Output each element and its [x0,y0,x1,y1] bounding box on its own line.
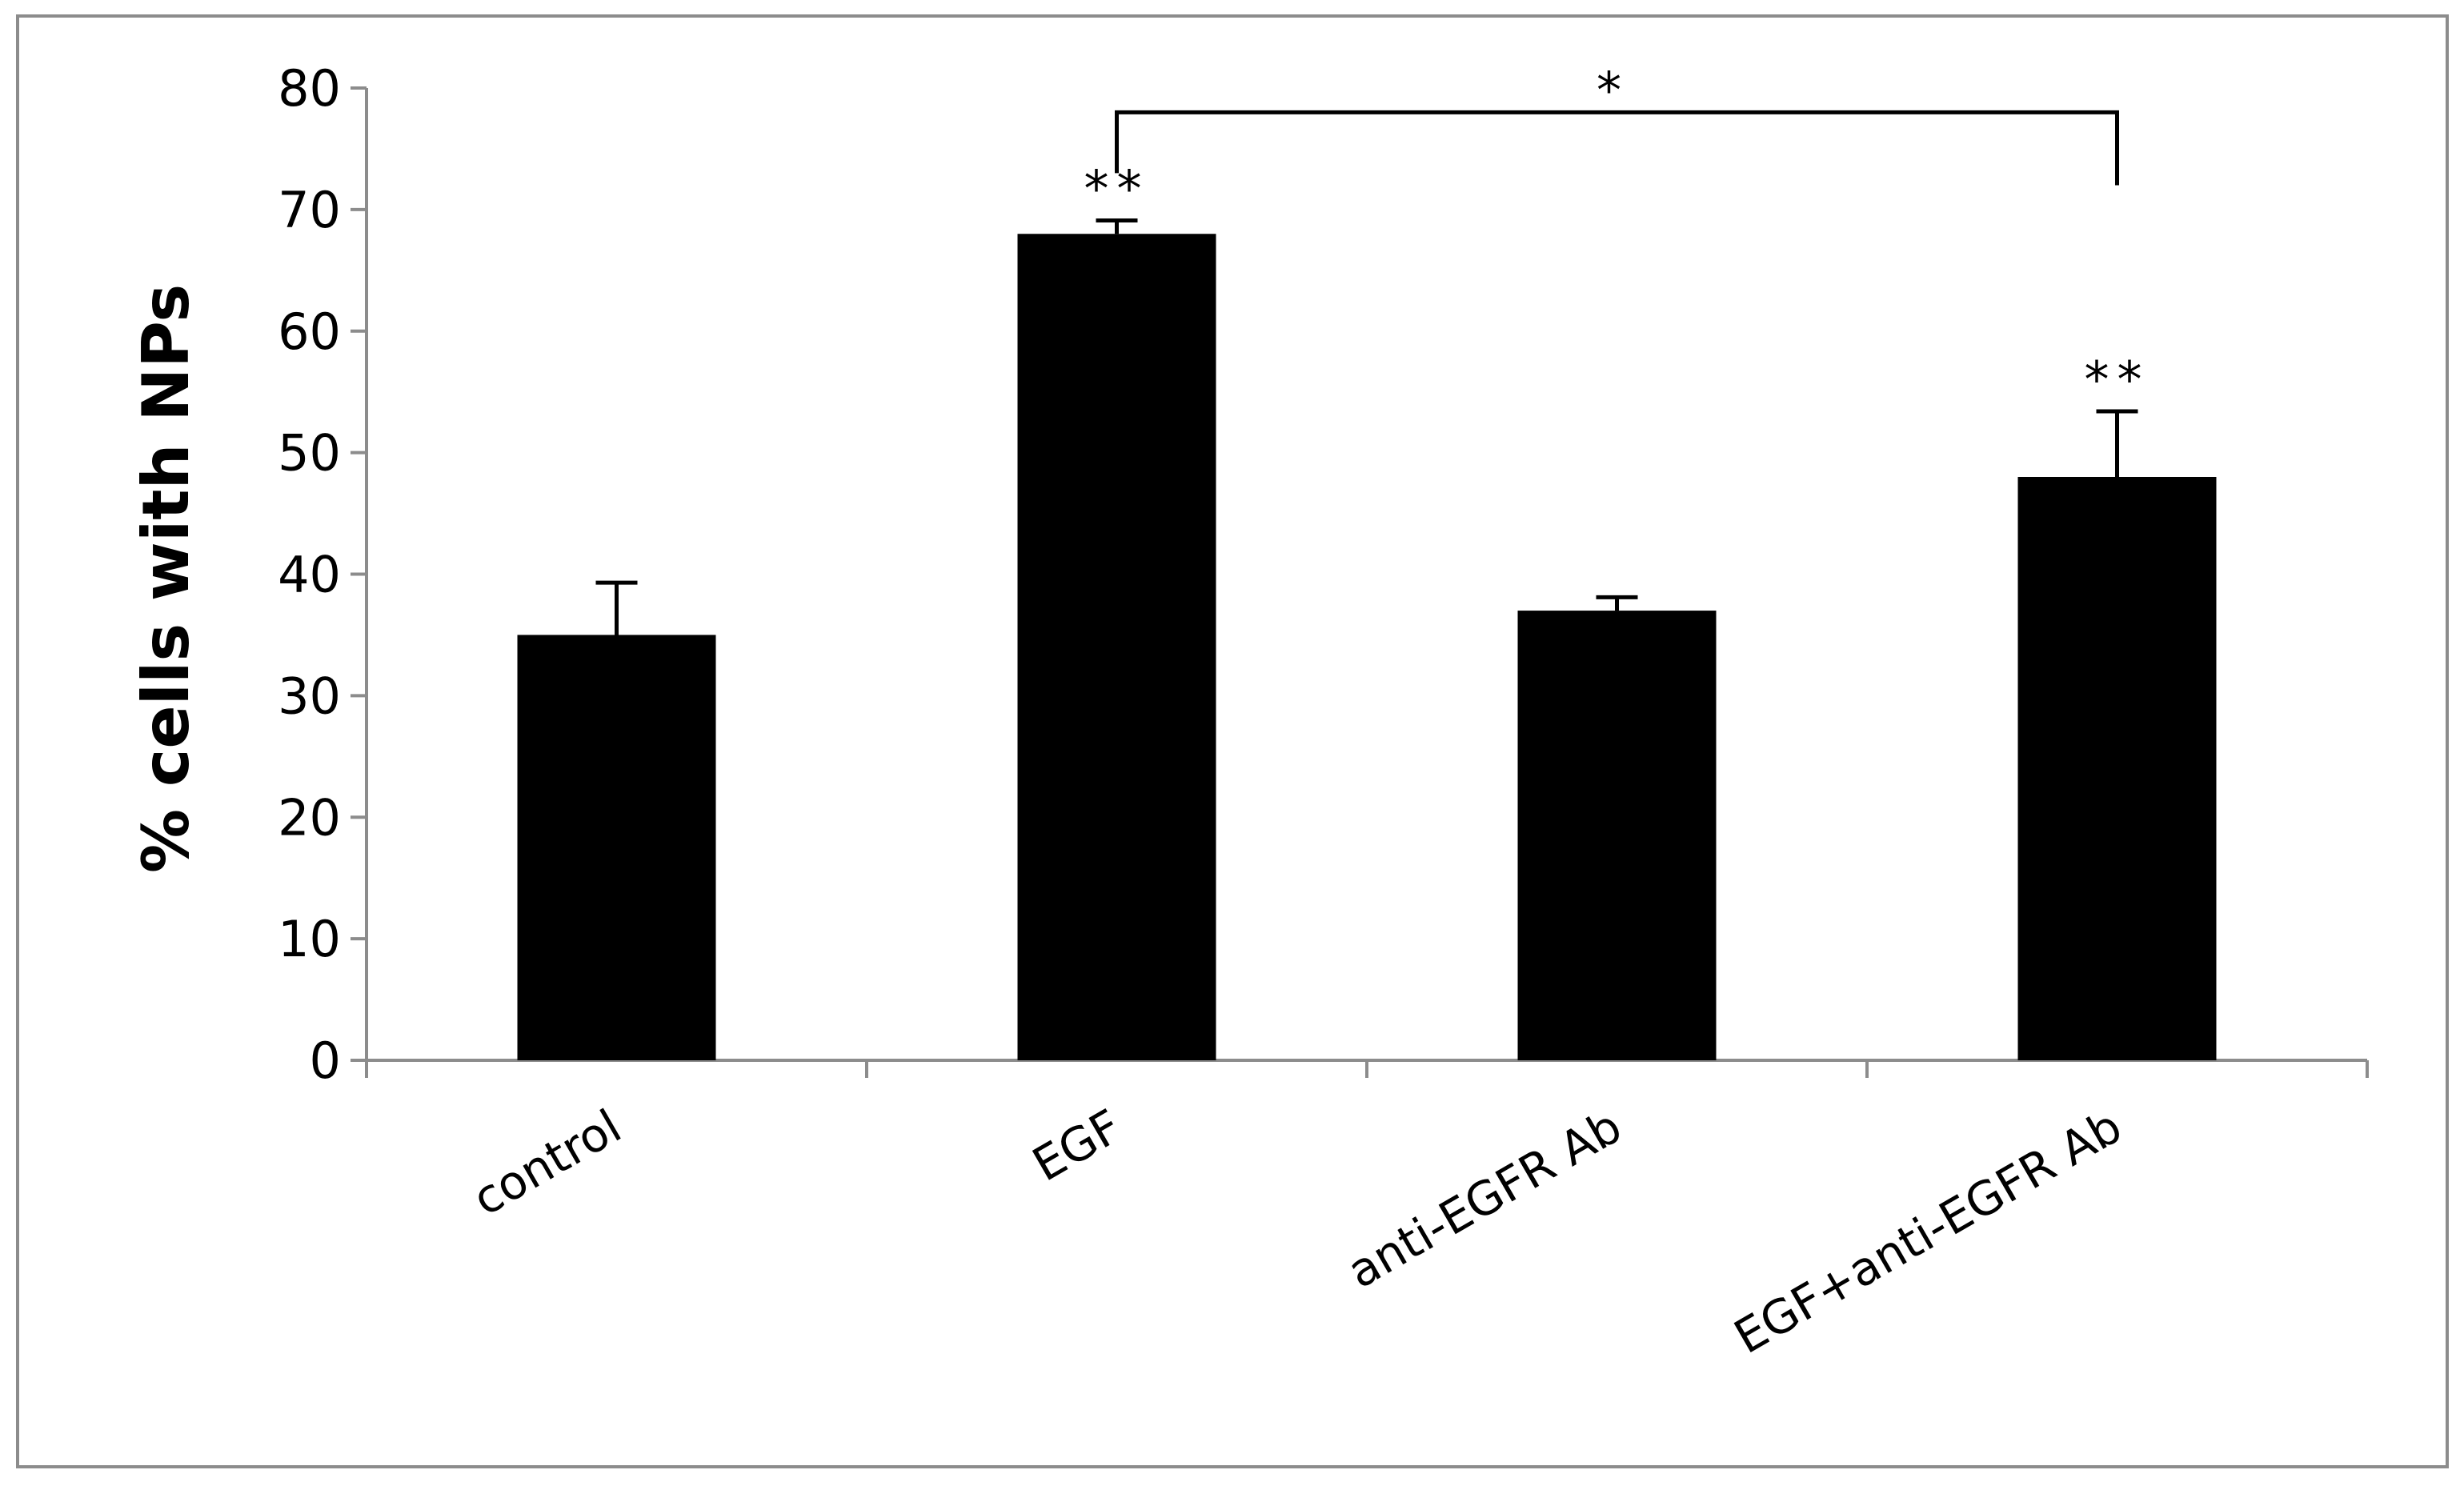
y-tick-label: 40 [278,546,341,604]
bar-4 [2017,477,2217,1060]
significance-marker: ** [2085,350,2150,409]
significance-annotations: ***** [1084,61,2150,409]
significance-bracket [1115,110,2119,186]
y-tick-label: 70 [278,181,341,239]
significance-marker: ** [1084,160,1150,218]
y-axis: 0 10 20 30 40 50 60 70 80 [278,59,368,1090]
bar-1 [517,635,716,1060]
bar-2 [1017,234,1216,1060]
y-axis-title: % cells with NPs [129,284,203,873]
bracket-label: * [1597,61,1621,119]
y-tick-label: 80 [278,59,341,118]
bar-3 [1517,611,1717,1060]
y-tick-label: 10 [278,910,341,968]
y-tick-label: 0 [310,1031,341,1090]
y-tick-label: 20 [278,788,341,847]
y-tick-label: 50 [278,424,341,483]
error-bars [595,218,2138,635]
bars [517,234,2217,1060]
y-tick-label: 60 [278,302,341,361]
y-tick-label: 30 [278,667,341,725]
